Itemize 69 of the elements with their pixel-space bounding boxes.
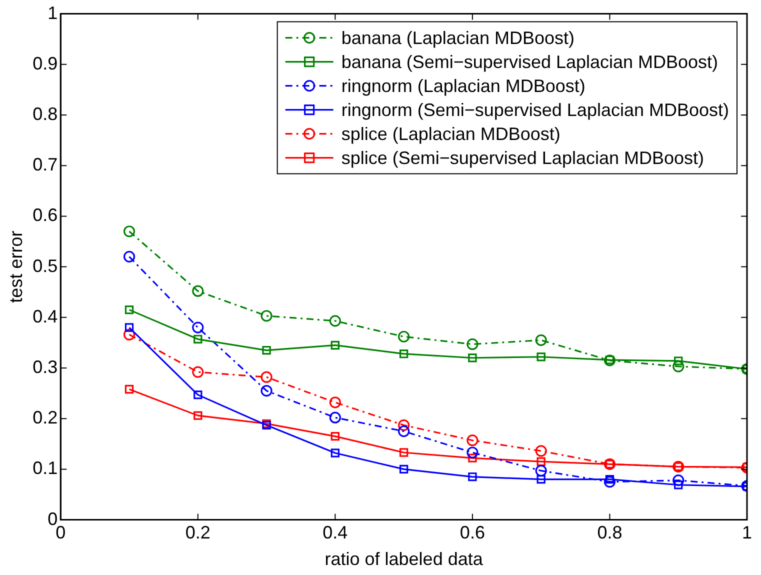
y-tick-label: 0.6 [32,205,58,226]
y-axis-title: test error [6,230,26,303]
point [329,412,341,424]
point [123,250,136,262]
point [194,390,202,400]
y-tick-label: 0.4 [32,306,58,326]
point [124,305,134,314]
point [260,371,272,383]
x-tick-label: 0.6 [460,522,485,543]
point [192,322,204,334]
point [674,480,683,490]
legend-label: splice (Laplacian MDBoost) [341,124,560,144]
point [260,310,272,322]
y-tick-label: 0.1 [32,458,58,478]
point [398,330,410,342]
point [260,384,272,397]
point [468,454,477,462]
point [124,323,134,332]
x-tick-label: 1 [742,522,752,543]
point [536,352,546,362]
point [536,474,546,484]
y-tick-label: 0.8 [32,104,58,124]
legend-label: splice (Semi−supervised Laplacian MDBoost) [341,148,704,168]
legend-label: ringnorm (Semi−supervised Laplacian MDBoost) [341,100,730,120]
point [399,448,408,457]
point [194,411,202,420]
point [399,464,408,474]
y-tick-label: 0.5 [32,256,58,276]
point [674,356,683,366]
point [466,434,478,446]
point [192,285,204,297]
point [468,472,477,482]
point [466,446,478,458]
point [535,334,547,346]
legend-label: banana (Laplacian MDBoost) [341,28,574,48]
point [329,396,341,408]
y-tick-label: 0 [48,508,58,529]
point [123,328,136,340]
point [329,315,341,327]
point [330,432,340,441]
legend-label: ringnorm (Laplacian MDBoost) [341,76,586,96]
point [399,349,408,358]
x-tick-label: 0.8 [597,522,622,543]
point [398,419,410,431]
point [124,384,134,394]
y-tick-label: 1 [48,2,58,23]
x-tick-label: 0.4 [322,522,348,543]
y-tick-label: 0.3 [32,356,58,377]
x-tick-label: 0.2 [185,522,210,543]
point [330,340,340,350]
y-tick-label: 0.7 [32,154,58,175]
point [192,366,204,378]
point [398,425,410,438]
point [605,474,614,484]
x-axis-title: ratio of labeled data [324,549,484,570]
point [672,360,684,372]
point [468,354,477,362]
legend-label: banana (Semi−supervised Laplacian MDBoost) [341,52,718,72]
point [123,226,136,238]
point [262,346,271,355]
point [330,448,340,458]
point [536,457,546,466]
point [466,338,478,350]
point [672,474,684,486]
y-tick-label: 0.2 [32,408,58,428]
point [535,445,547,457]
point [194,334,202,344]
y-tick-label: 0.9 [32,53,58,74]
point [604,476,616,488]
